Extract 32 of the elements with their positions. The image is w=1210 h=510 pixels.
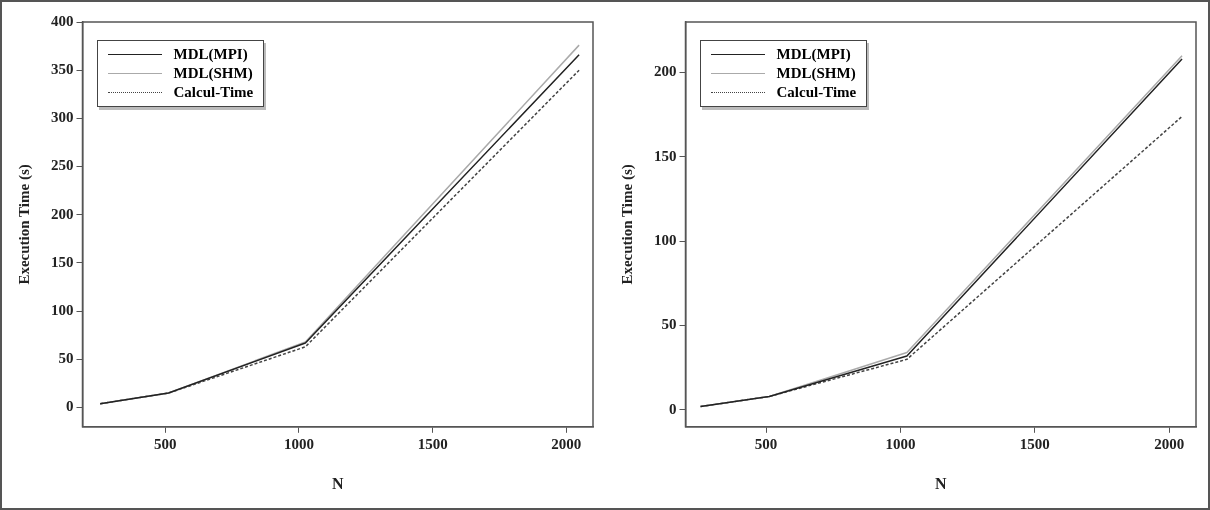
legend-label: Calcul-Time — [173, 84, 254, 101]
legend-label: MDL(SHM) — [776, 65, 856, 82]
x-tick-label: 1000 — [283, 435, 314, 452]
y-tick-label: 400 — [51, 12, 74, 29]
x-axis-title: N — [331, 474, 344, 492]
x-tick-label: 1500 — [417, 435, 448, 452]
y-axis-title: Execution Time (s) — [618, 164, 636, 285]
y-tick-label: 0 — [669, 400, 677, 417]
y-tick-label: 50 — [58, 350, 74, 367]
y-tick-label: 200 — [51, 205, 74, 222]
x-tick-label: 500 — [154, 435, 177, 452]
y-axis-title: Execution Time (s) — [15, 164, 33, 285]
y-tick-label: 100 — [51, 302, 74, 319]
legend-label: MDL(MPI) — [173, 46, 248, 63]
y-tick-label: 100 — [654, 232, 677, 249]
y-tick-label: 150 — [654, 147, 677, 164]
x-tick-label: 2000 — [551, 435, 582, 452]
y-tick-label: 50 — [661, 316, 677, 333]
x-axis-title: N — [934, 474, 947, 492]
x-tick-label: 1500 — [1019, 435, 1050, 452]
y-tick-label: 0 — [66, 398, 74, 415]
y-tick-label: 200 — [654, 63, 677, 80]
x-tick-label: 1000 — [885, 435, 916, 452]
y-tick-label: 300 — [51, 109, 74, 126]
legend-label: MDL(MPI) — [776, 46, 851, 63]
legend-label: MDL(SHM) — [173, 65, 253, 82]
x-tick-label: 2000 — [1154, 435, 1185, 452]
y-tick-label: 250 — [51, 157, 74, 174]
y-tick-label: 350 — [51, 61, 74, 78]
x-tick-label: 500 — [754, 435, 778, 452]
y-tick-label: 150 — [51, 253, 74, 270]
legend-label: Calcul-Time — [776, 84, 857, 101]
